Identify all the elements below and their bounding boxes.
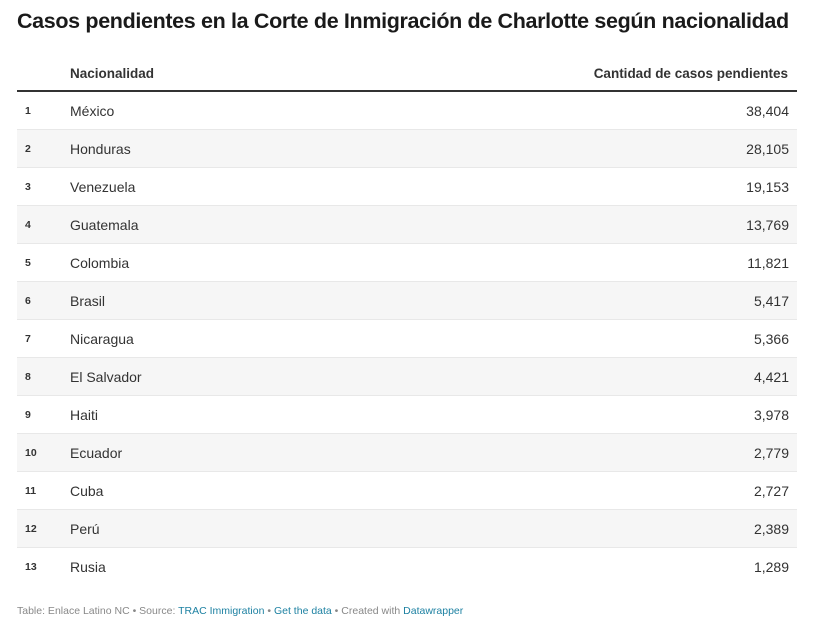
rank-cell: 6: [25, 295, 31, 307]
nationality-cell: Honduras: [70, 141, 131, 157]
rank-cell: 9: [25, 409, 31, 421]
table-row: 7 Nicaragua 5,366: [17, 320, 797, 358]
table-row: 11 Cuba 2,727: [17, 472, 797, 510]
table-row: 12 Perú 2,389: [17, 510, 797, 548]
rank-cell: 5: [25, 257, 31, 269]
nationality-cell: Brasil: [70, 293, 106, 309]
rank-cell: 11: [25, 485, 37, 497]
table-row: 10 Ecuador 2,779: [17, 434, 797, 472]
table-row: 9 Haiti 3,978: [17, 396, 797, 434]
count-cell: 4,421: [753, 369, 789, 385]
count-cell: 28,105: [746, 141, 789, 157]
rank-cell: 8: [25, 371, 31, 383]
separator: •: [129, 605, 140, 617]
rank-cell: 4: [25, 219, 31, 231]
count-cell: 2,727: [753, 483, 789, 499]
source-label: Source:: [139, 605, 179, 617]
table-row: 3 Venezuela 19,153: [17, 168, 797, 206]
rank-cell: 7: [25, 333, 31, 345]
page-title: Casos pendientes en la Corte de Inmigrac…: [17, 9, 789, 33]
nationality-cell: Haiti: [70, 407, 99, 423]
rank-cell: 12: [25, 523, 37, 535]
table-row: 2 Honduras 28,105: [17, 130, 797, 168]
nationality-cell: México: [70, 103, 115, 119]
nationality-cell: Venezuela: [70, 179, 136, 195]
count-cell: 1,289: [753, 559, 789, 575]
count-cell: 5,417: [753, 293, 789, 309]
table-row: 5 Colombia 11,821: [17, 244, 797, 282]
column-header-count[interactable]: Cantidad de casos pendientes: [593, 66, 788, 81]
count-cell: 5,366: [753, 331, 789, 347]
table-header: Nacionalidad Cantidad de casos pendiente…: [17, 58, 797, 92]
count-cell: 2,389: [753, 521, 789, 537]
rank-cell: 2: [25, 143, 31, 155]
count-cell: 3,978: [753, 407, 789, 423]
nationality-cell: Ecuador: [70, 445, 123, 461]
nationality-cell: Perú: [70, 521, 100, 537]
column-header-nationality[interactable]: Nacionalidad: [70, 66, 155, 81]
nationality-cell: Rusia: [70, 559, 106, 575]
nationality-cell: Cuba: [70, 483, 104, 499]
created-with-label: Created with: [341, 605, 404, 617]
nationality-cell: Colombia: [70, 255, 130, 271]
table-row: 8 El Salvador 4,421: [17, 358, 797, 396]
datawrapper-link[interactable]: Datawrapper: [403, 605, 464, 617]
table-row: 4 Guatemala 13,769: [17, 206, 797, 244]
table-credit: Table: Enlace Latino NC: [17, 605, 130, 617]
separator: •: [264, 605, 274, 617]
table-row: 13 Rusia 1,289: [17, 548, 797, 586]
rank-cell: 10: [25, 447, 37, 459]
table-row: 1 México 38,404: [17, 92, 797, 130]
source-link[interactable]: TRAC Immigration: [178, 605, 265, 617]
rank-cell: 1: [25, 105, 31, 117]
rank-cell: 3: [25, 181, 31, 193]
data-table: Nacionalidad Cantidad de casos pendiente…: [17, 58, 797, 586]
count-cell: 11,821: [747, 255, 789, 271]
count-cell: 2,779: [753, 445, 789, 461]
count-cell: 38,404: [746, 103, 789, 119]
nationality-cell: El Salvador: [70, 369, 142, 385]
table-row: 6 Brasil 5,417: [17, 282, 797, 320]
footer-notes: Table: Enlace Latino NC • Source: TRAC I…: [17, 605, 463, 617]
rank-cell: 13: [25, 561, 37, 573]
separator: •: [331, 605, 342, 617]
get-the-data-link[interactable]: Get the data: [273, 605, 332, 617]
nationality-cell: Guatemala: [70, 217, 139, 233]
count-cell: 13,769: [746, 217, 789, 233]
nationality-cell: Nicaragua: [70, 331, 134, 347]
count-cell: 19,153: [746, 179, 789, 195]
